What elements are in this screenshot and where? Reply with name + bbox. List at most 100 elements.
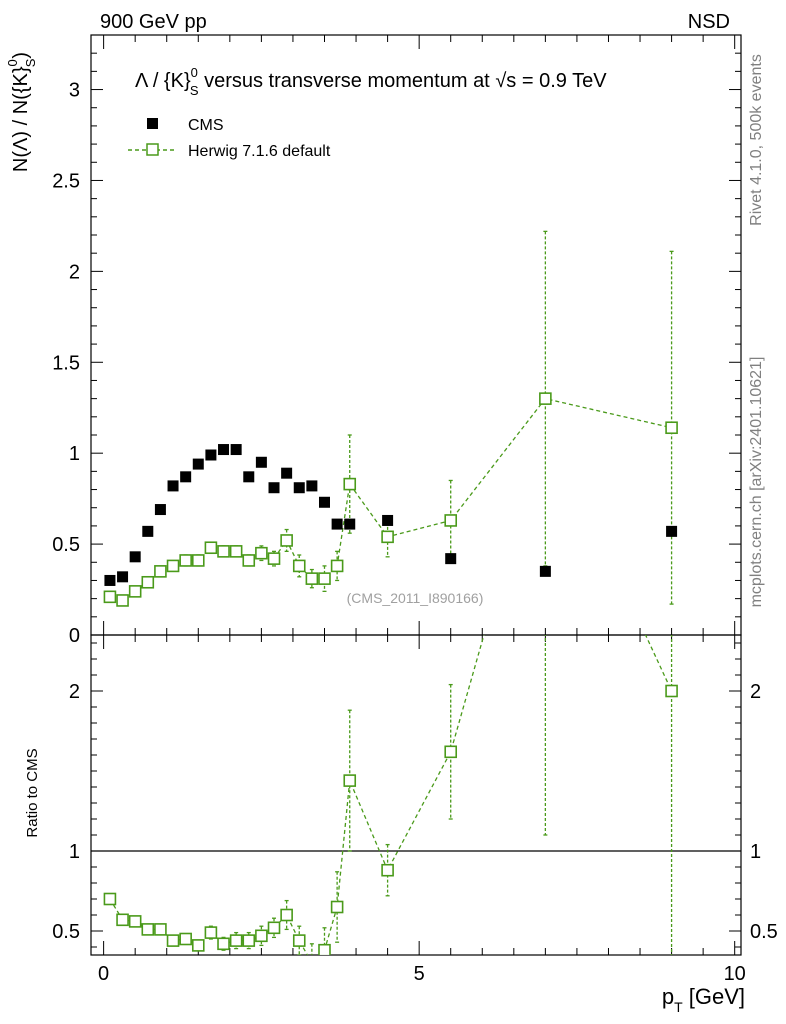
ratio-point: [255, 929, 268, 943]
axis-ticks: 00.511.522.530 5 100.5 0.51 12 2: [52, 35, 778, 985]
herwig-point: [141, 575, 155, 589]
legend: CMS Herwig 7.1.6 default: [128, 117, 331, 160]
herwig-point: [292, 559, 306, 573]
cms-point: [539, 565, 551, 577]
cms-point: [331, 518, 343, 530]
legend-herwig-marker: [146, 143, 159, 156]
cms-point: [205, 449, 217, 461]
herwig-point: [280, 534, 293, 547]
mcplots-citation-text: mcplots.cern.ch [arXiv:2401.10621]: [748, 357, 765, 608]
ratio-point: [242, 934, 256, 947]
cms-point: [666, 525, 678, 537]
cms-point: [129, 551, 141, 563]
rivet-version-text: Rivet 4.1.0, 500k events: [748, 54, 765, 226]
herwig-point: [229, 545, 243, 558]
chart-title: Λ / {K}0 S versus transverse momentum at …: [135, 65, 607, 98]
main-y-tick-label: 0: [69, 625, 80, 647]
herwig-point: [242, 554, 256, 567]
herwig-point: [116, 594, 129, 607]
x-tick-label: 10: [724, 963, 746, 985]
cms-point: [382, 514, 394, 526]
cms-point: [154, 504, 166, 516]
ratio-point: [154, 923, 167, 936]
cms-point: [230, 444, 242, 456]
cms-point: [104, 574, 116, 586]
ratio-point: [292, 934, 306, 947]
ratio-y-tick-label-right: 2: [750, 681, 761, 703]
ratio-plot-frame: [90, 634, 742, 956]
x-tick-label: 5: [414, 963, 425, 985]
ratio-point: [665, 684, 678, 698]
ratio-point: [204, 926, 218, 939]
cms-point: [268, 482, 280, 494]
x-tick-label: 0: [98, 963, 109, 985]
ratio-point: [381, 863, 394, 877]
x-axis-label: pT [GeV]: [662, 984, 745, 1015]
cms-point: [142, 525, 154, 537]
ratio-point: [141, 923, 155, 936]
herwig-point: [255, 546, 268, 560]
ratio-plot-area: [91, 635, 741, 969]
header-right: NSD: [688, 11, 730, 33]
cms-point: [117, 571, 129, 583]
ratio-point: [229, 934, 243, 947]
ratio-point: [343, 774, 357, 787]
ratio-y-tick-label: 0.5: [52, 921, 80, 943]
herwig-point: [318, 572, 331, 585]
herwig-point: [665, 421, 678, 435]
herwig-point: [267, 552, 281, 565]
ratio-point: [128, 915, 142, 928]
cms-point: [293, 482, 305, 494]
ratio-point: [166, 934, 180, 947]
ratio-y-tick-label-right: 1: [750, 841, 761, 863]
herwig-point: [103, 590, 117, 604]
cms-point: [445, 553, 457, 565]
main-y-tick-label: 2.5: [52, 170, 80, 192]
herwig-point: [128, 585, 142, 598]
herwig-point: [381, 530, 394, 544]
cms-point: [218, 444, 230, 456]
main-y-tick-label: 0.5: [52, 534, 80, 556]
herwig-point: [444, 514, 458, 527]
herwig-point: [539, 392, 552, 405]
herwig-point: [179, 554, 192, 567]
main-y-axis-label: N(Λ) / N({K}0 S): [5, 52, 38, 172]
herwig-point: [191, 554, 205, 567]
cms-point: [318, 496, 330, 508]
ratio-point: [179, 932, 192, 946]
herwig-point: [166, 559, 180, 573]
cms-point: [306, 480, 318, 492]
legend-cms-label: CMS: [188, 117, 224, 134]
legend-herwig-label: Herwig 7.1.6 default: [188, 143, 331, 160]
cms-point: [243, 471, 255, 483]
ratio-point: [280, 908, 293, 922]
herwig-point: [343, 477, 357, 491]
cms-point: [344, 518, 356, 530]
ratio-point: [116, 913, 129, 927]
analysis-watermark: (CMS_2011_I890166): [347, 590, 484, 606]
main-y-tick-label: 2: [69, 261, 80, 283]
cms-point: [167, 480, 179, 492]
herwig-point: [204, 541, 218, 555]
header-left: 900 GeV pp: [100, 11, 207, 33]
main-y-tick-label: 1.5: [52, 352, 80, 374]
ratio-point: [330, 900, 344, 914]
ratio-point: [306, 958, 317, 969]
herwig-point: [330, 559, 344, 573]
ratio-y-tick-label-right: 0.5: [750, 921, 778, 943]
ratio-point: [267, 921, 281, 935]
ratio-point: [103, 892, 117, 906]
ratio-point: [444, 745, 458, 759]
main-plot-area: [103, 230, 678, 607]
legend-cms-marker: [147, 118, 158, 129]
ratio-y-axis-label: Ratio to CMS: [24, 748, 41, 837]
herwig-point: [305, 572, 319, 585]
cms-point: [180, 471, 192, 483]
herwig-series-line: [109, 397, 672, 602]
cms-point: [255, 456, 267, 468]
herwig-point: [154, 565, 167, 578]
ratio-point: [318, 943, 331, 955]
cms-point: [281, 467, 293, 479]
ratio-point: [217, 937, 230, 951]
